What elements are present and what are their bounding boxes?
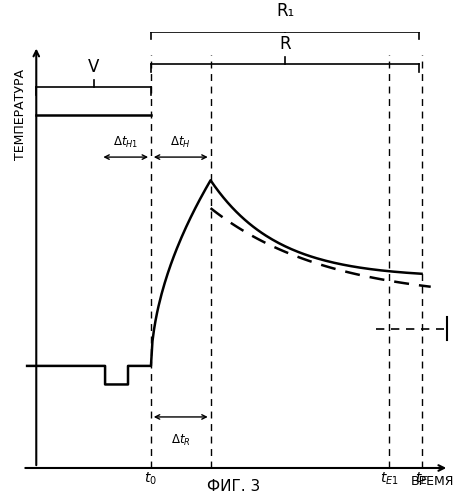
- Text: $\Delta t_{H1}$: $\Delta t_{H1}$: [113, 135, 138, 150]
- Text: ТЕМПЕРАТУРА: ТЕМПЕРАТУРА: [14, 69, 27, 160]
- Text: ВРЕМЯ: ВРЕМЯ: [410, 475, 453, 488]
- Text: $t_0$: $t_0$: [144, 470, 157, 486]
- Text: R: R: [279, 34, 291, 52]
- Text: $\Delta t_H$: $\Delta t_H$: [170, 135, 191, 150]
- Text: ФИГ. 3: ФИГ. 3: [207, 478, 260, 494]
- Text: $t_E$: $t_E$: [415, 470, 428, 486]
- Text: $t_{E1}$: $t_{E1}$: [380, 470, 399, 486]
- Text: $\Delta t_R$: $\Delta t_R$: [171, 433, 191, 448]
- Text: R₁: R₁: [276, 2, 294, 20]
- Text: V: V: [88, 58, 99, 76]
